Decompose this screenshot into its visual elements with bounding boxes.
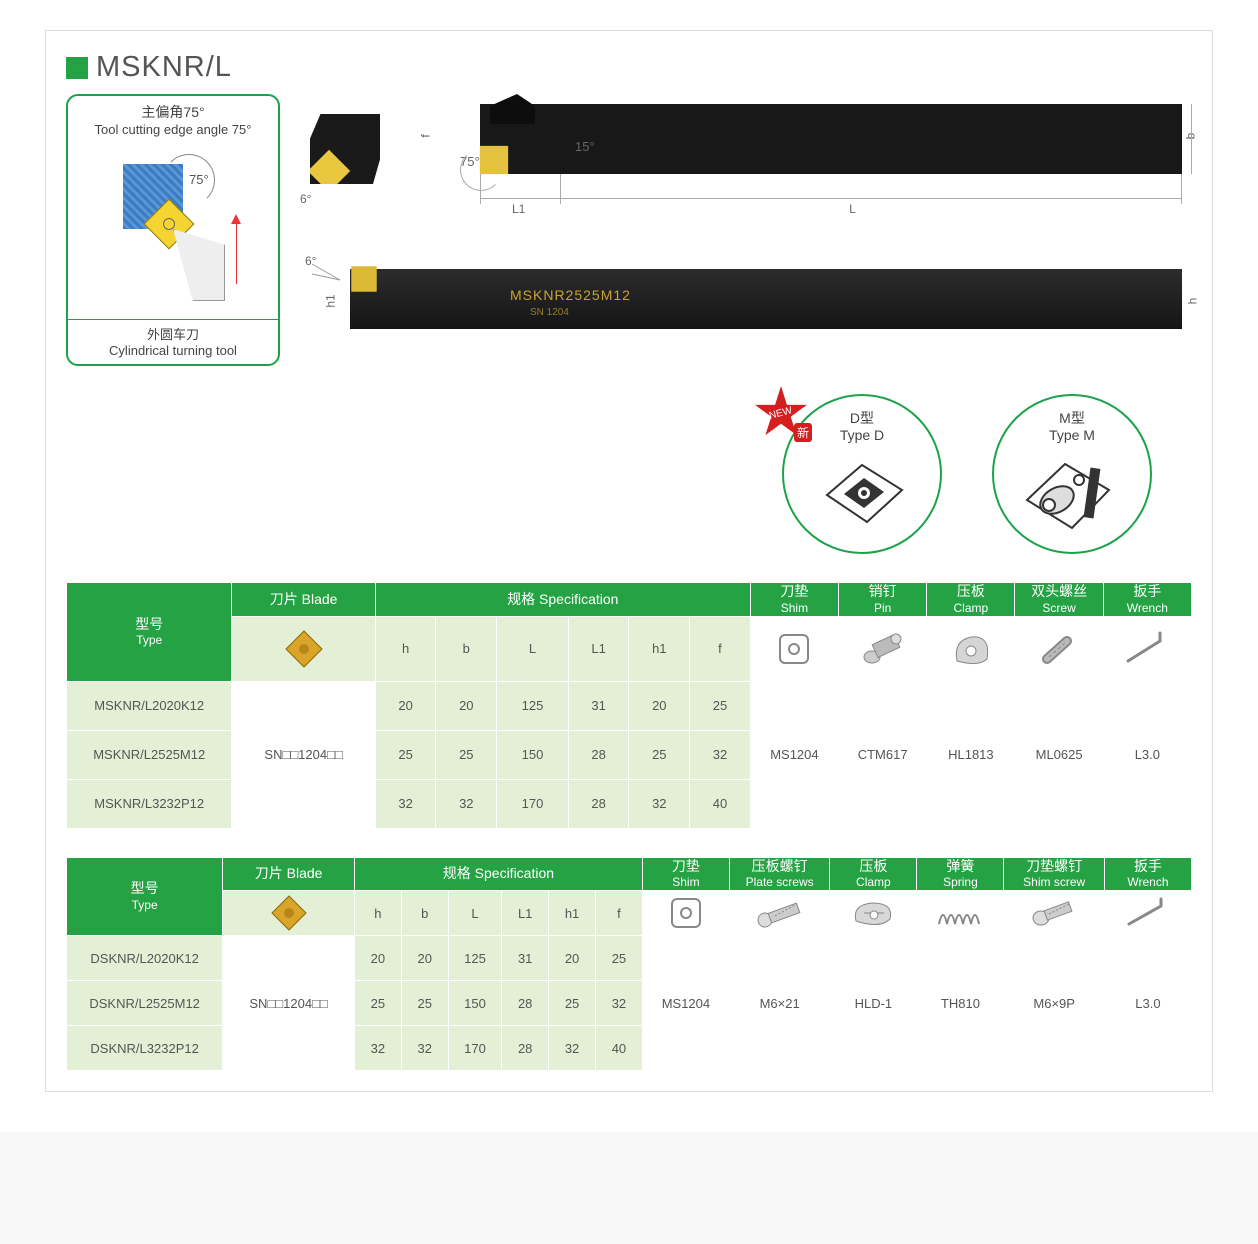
title-square-icon [66, 57, 88, 79]
type-d-en: Type D [840, 427, 884, 443]
t2-spring-hdr: 弹簧Spring [917, 857, 1004, 891]
edge-foot-en: Cylindrical turning tool [72, 343, 274, 358]
side-insert-text: SN 1204 [530, 307, 569, 318]
t1-screw-hdr: 双头螺丝Screw [1015, 583, 1103, 617]
holder-3d-photo: 6° [300, 94, 390, 204]
t1-screw-img [1015, 616, 1103, 681]
type-d-cn: D型 [850, 410, 874, 426]
t2-type-hdr: 型号 Type [67, 857, 223, 936]
circle-type-d: NEW 新 D型 Type D [782, 394, 942, 554]
t1-shim-img [750, 616, 838, 681]
t1-col-h1: h1 [629, 616, 690, 681]
t1-pin-img [839, 616, 927, 681]
edge-drawing: 75° [103, 154, 243, 304]
t2-blade-code: SN□□1204□□ [223, 936, 355, 1071]
t1-col-f: f [690, 616, 751, 681]
side-model-text: MSKNR2525M12 [510, 287, 631, 303]
t2-col-h1: h1 [549, 891, 596, 936]
page-title: MSKNR/L [66, 51, 1192, 84]
t2-wrench-img [1104, 891, 1191, 936]
type-d-icon [812, 450, 912, 530]
t1-blade-img [232, 616, 375, 681]
t1-col-h: h [375, 616, 436, 681]
edge-angle-box: 主偏角75° Tool cutting edge angle 75° 75° 外… [66, 94, 280, 366]
t2-blade-img [223, 891, 355, 936]
t2-col-f: f [596, 891, 643, 936]
new-badge: NEW 新 [754, 386, 808, 440]
dim-L1: L1 [512, 202, 525, 216]
t1-pin-hdr: 销钉Pin [839, 583, 927, 617]
t2-plate-hdr: 压板螺钉Plate screws [729, 857, 829, 891]
t1-wrench-img [1103, 616, 1191, 681]
t2-plate-img [729, 891, 829, 936]
type-m-en: Type M [1049, 427, 1095, 443]
type-circles: NEW 新 D型 Type D [300, 394, 1192, 554]
t2-shim-img [642, 891, 729, 936]
spec-table-2: 型号 Type 刀片 Blade 规格 Specification 刀垫Shim… [66, 857, 1192, 1072]
t2-col-L1: L1 [502, 891, 549, 936]
t2-col-b: b [401, 891, 448, 936]
diagram-area: 主偏角75° Tool cutting edge angle 75° 75° 外… [66, 94, 1192, 554]
t2-sscrew-img [1004, 891, 1104, 936]
t1-type-hdr: 型号 Type [67, 583, 232, 682]
t2-row-0: DSKNR/L2020K12 SN□□1204□□ 20 20 125 31 2… [67, 936, 1192, 981]
t1-clamp-hdr: 压板Clamp [927, 583, 1015, 617]
edge-angle-label: 75° [189, 172, 209, 187]
t2-col-h: h [354, 891, 401, 936]
t1-clamp-img [927, 616, 1015, 681]
t2-spec-hdr: 规格 Specification [354, 857, 642, 891]
t1-col-L1: L1 [568, 616, 629, 681]
edge-foot-cn: 外圆车刀 [72, 324, 274, 343]
topview-drawing: f b 75° 15° L1 L [430, 94, 1192, 224]
dim-h1: h1 [324, 294, 338, 307]
edge-head-en: Tool cutting edge angle 75° [72, 122, 274, 137]
angle-6-label-a: 6° [300, 192, 311, 206]
t1-row-0: MSKNR/L2020K12 SN□□1204□□ 20 20 125 31 2… [67, 681, 1192, 730]
dim-15: 15° [575, 139, 595, 154]
t2-clamp-img [830, 891, 917, 936]
t2-wrench-hdr: 扳手Wrench [1104, 857, 1191, 891]
t1-col-L: L [497, 616, 569, 681]
t2-col-L: L [448, 891, 502, 936]
t2-sscrew-hdr: 刀垫螺钉Shim screw [1004, 857, 1104, 891]
t2-spring-img [917, 891, 1004, 936]
type-m-icon [1017, 450, 1127, 535]
dim-h: h [1186, 298, 1200, 305]
t2-clamp-hdr: 压板Clamp [830, 857, 917, 891]
t1-blade-hdr: 刀片 Blade [232, 583, 375, 617]
spec-table-1: 型号 Type 刀片 Blade 规格 Specification 刀垫Shim… [66, 582, 1192, 829]
dim-f: f [419, 134, 433, 137]
t1-col-b: b [436, 616, 497, 681]
t1-blade-code: SN□□1204□□ [232, 681, 375, 828]
t2-shim-hdr: 刀垫Shim [642, 857, 729, 891]
sideview-drawing: 6° h1 MSKNR2525M12 SN 1204 h [300, 254, 1192, 364]
t1-wrench-hdr: 扳手Wrench [1103, 583, 1191, 617]
t2-blade-hdr: 刀片 Blade [223, 857, 355, 891]
dim-L: L [849, 202, 856, 216]
edge-head-cn: 主偏角75° [72, 102, 274, 122]
t1-shim-hdr: 刀垫Shim [750, 583, 838, 617]
t1-spec-hdr: 规格 Specification [375, 583, 750, 617]
title-text: MSKNR/L [96, 51, 232, 84]
circle-type-m: M型 Type M [992, 394, 1152, 554]
type-m-cn: M型 [1059, 410, 1085, 426]
